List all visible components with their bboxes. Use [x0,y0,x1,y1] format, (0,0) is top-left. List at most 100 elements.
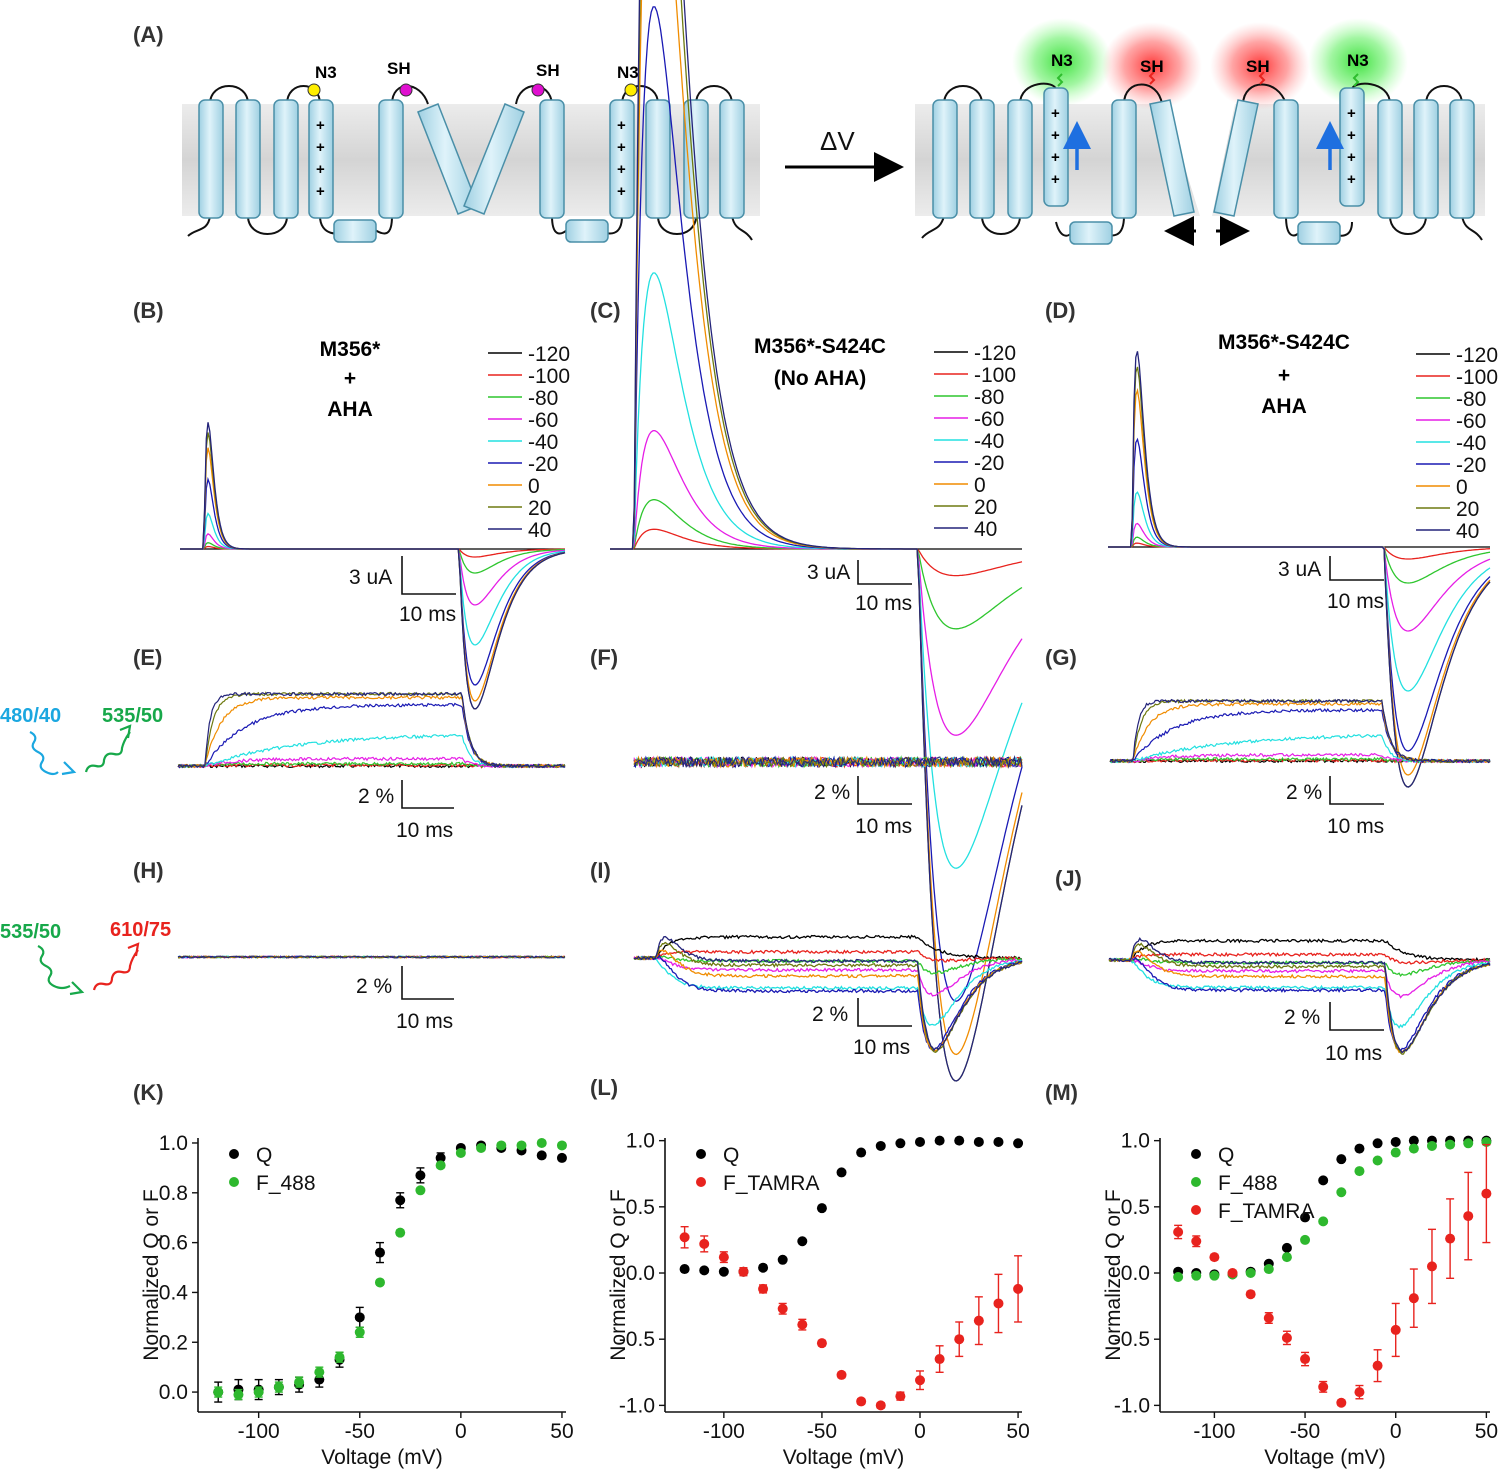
legend-label-2: -80 [528,387,558,410]
data-point [895,1391,906,1402]
panel-label-J: (J) [1055,866,1082,891]
panel-label-K: (K) [133,1080,164,1105]
data-point [856,1147,867,1158]
chart-l-qv-fv: -1.0 -0.5 0.0 0.5 1.0 -100 -50 0 50 Voltage (mV) N… [607,1130,1030,1469]
site-labels-resting: N3 SH SH N3 [315,59,639,82]
legend-label-0: -120 [528,343,570,366]
panel-b-title: M356* + AHA [320,338,382,421]
y-tick-label: 0.0 [159,1381,188,1404]
data-point [895,1138,906,1149]
data-point [993,1298,1004,1309]
legend-label-0: -120 [1456,344,1498,367]
data-point [856,1396,867,1407]
svg-text:+: + [316,139,325,156]
legend-label-3: -60 [1456,410,1486,433]
trace-g-4 [1109,733,1491,764]
data-point [1390,1136,1401,1147]
azide-site-left [307,83,321,97]
scale-d-time: 10 ms [1327,590,1384,613]
x-tick-label: 50 [550,1420,573,1443]
trace-h-8 [177,955,566,959]
x-tick-label: 50 [1475,1420,1498,1443]
panel-label-M: (M) [1045,1080,1078,1105]
data-point [496,1140,507,1151]
data-point [1013,1283,1024,1294]
data-point [934,1354,945,1365]
legend-label-8: 40 [974,518,997,541]
scale-f-time: 10 ms [855,815,912,838]
data-point [758,1262,769,1273]
trace-j-3 [1108,957,1491,999]
data-point [1390,1324,1401,1335]
data-point [993,1136,1004,1147]
svg-text:SH: SH [387,59,411,78]
data-point [1173,1271,1184,1282]
y-tick-label: -1.0 [1114,1394,1150,1417]
scale-c-current: 3 uA [807,561,850,584]
y-axis-label: Normalized Q or F [607,1189,630,1361]
legend-label-4: -40 [1456,432,1486,455]
svg-text:(No AHA): (No AHA) [774,367,867,390]
legend-label-4: -40 [528,431,558,454]
data-point [1191,1236,1202,1247]
data-point [1263,1264,1274,1275]
s4-charges-activated: + + + + + + + + [1051,105,1356,188]
svg-text:SH: SH [1246,57,1270,76]
y-tick-label: 1.0 [1121,1130,1150,1153]
scale-bar-labels: 3 uA 10 ms 3 uA 10 ms 3 uA 10 ms 2 % 10 … [349,558,1384,1065]
panel-label-E: (E) [133,645,162,670]
svg-text:+: + [1347,149,1356,166]
data-point [1372,1155,1383,1166]
svg-text:SH: SH [536,61,560,80]
svg-text:AHA: AHA [1261,395,1307,418]
data-point [1191,1270,1202,1281]
trace-g-8 [1109,698,1491,764]
data-point [699,1238,710,1249]
emission-wave-red [92,949,139,991]
scale-g-time: 10 ms [1327,815,1384,838]
legend-label-6: 0 [974,474,986,497]
y-tick-label: -0.5 [619,1328,655,1351]
voltage-sensor-s4-left [308,99,334,219]
svg-text:SH: SH [1140,57,1164,76]
data-point [435,1160,446,1171]
data-point [816,1203,827,1214]
data-point [777,1303,788,1314]
trace-c-8 [610,0,1023,1082]
data-point [1227,1268,1238,1279]
svg-text:N3: N3 [617,63,639,82]
series-F_488 [213,1137,567,1401]
svg-text:+: + [316,161,325,178]
legend-label-5: -20 [1456,454,1486,477]
scale-c-time: 10 ms [855,592,912,615]
data-point [934,1135,945,1146]
data-point [954,1135,965,1146]
svg-text:+: + [617,139,626,156]
data-point [1354,1166,1365,1177]
filter-set-488: 480/40 535/50 [0,705,163,776]
legend-label: Q [1218,1144,1234,1167]
trace-e-8 [177,691,566,769]
data-point [1390,1147,1401,1158]
scale-h-percent: 2 % [356,975,392,998]
data-point [1336,1187,1347,1198]
legend-label-7: 20 [1456,498,1479,521]
delta-v-label: ΔV [820,126,855,156]
data-point [1426,1140,1437,1151]
chart-k-qv-fv: 0.0 0.2 0.4 0.6 0.8 1.0 -100 -50 0 50 Voltage (mV)… [140,1132,574,1469]
filter-set-tamra: 535/50 610/75 [0,919,171,996]
data-point [395,1195,406,1206]
data-point [679,1232,690,1243]
data-point [536,1150,547,1161]
panel-label-H: (H) [133,858,164,883]
y-tick-label: 0.0 [626,1262,655,1285]
data-point [314,1367,325,1378]
legend-label-5: -20 [528,453,558,476]
data-point [797,1236,808,1247]
chart-m-qv-fv: -1.0 -0.5 0.0 0.5 1.0 -100 -50 0 50 Voltage (mV) N… [1102,1130,1498,1469]
trace-e-6 [177,695,566,769]
panel-label-C: (C) [590,298,621,323]
y-tick-label: 0.0 [1121,1262,1150,1285]
data-point [294,1377,305,1388]
legend-label-7: 20 [974,496,997,519]
